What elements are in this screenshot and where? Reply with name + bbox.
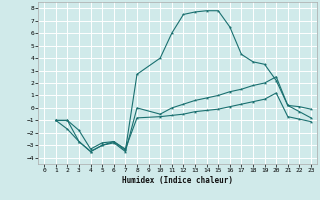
X-axis label: Humidex (Indice chaleur): Humidex (Indice chaleur) — [122, 176, 233, 185]
